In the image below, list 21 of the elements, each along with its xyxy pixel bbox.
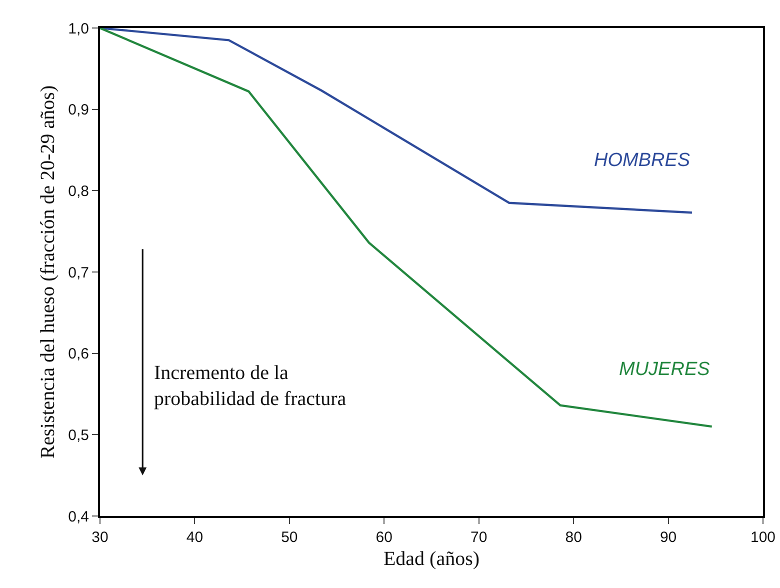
y-tick-label: 0,5 — [68, 426, 89, 444]
x-tick-label: 30 — [92, 529, 108, 546]
x-tick-label: 70 — [470, 529, 488, 546]
y-tick-label: 0,7 — [68, 264, 89, 282]
y-tick-label: 0,4 — [68, 508, 89, 526]
series-label: HOMBRES — [594, 150, 690, 171]
series-label: MUJERES — [619, 359, 710, 380]
annotation: Incremento de la probabilidad de fractura — [154, 362, 346, 410]
x-tick-label: 80 — [565, 529, 582, 546]
line-series — [100, 28, 713, 428]
y-axis-title: Resistencia del hueso (fracción de 20-29 años) — [37, 85, 60, 459]
x-tick-label: 100 — [750, 529, 776, 546]
x-tick-label: 40 — [186, 529, 204, 546]
x-tick-label: 90 — [660, 529, 677, 546]
y-tick-label: 1,0 — [68, 20, 89, 38]
y-tick-label: 0,8 — [68, 182, 89, 200]
x-tick-label: 60 — [376, 529, 392, 546]
x-tick-label: 50 — [281, 529, 298, 546]
y-tick-label: 0,9 — [68, 102, 89, 119]
x-axis-title: Edad (años) — [383, 548, 480, 570]
y-tick-label: 0,6 — [68, 346, 89, 363]
